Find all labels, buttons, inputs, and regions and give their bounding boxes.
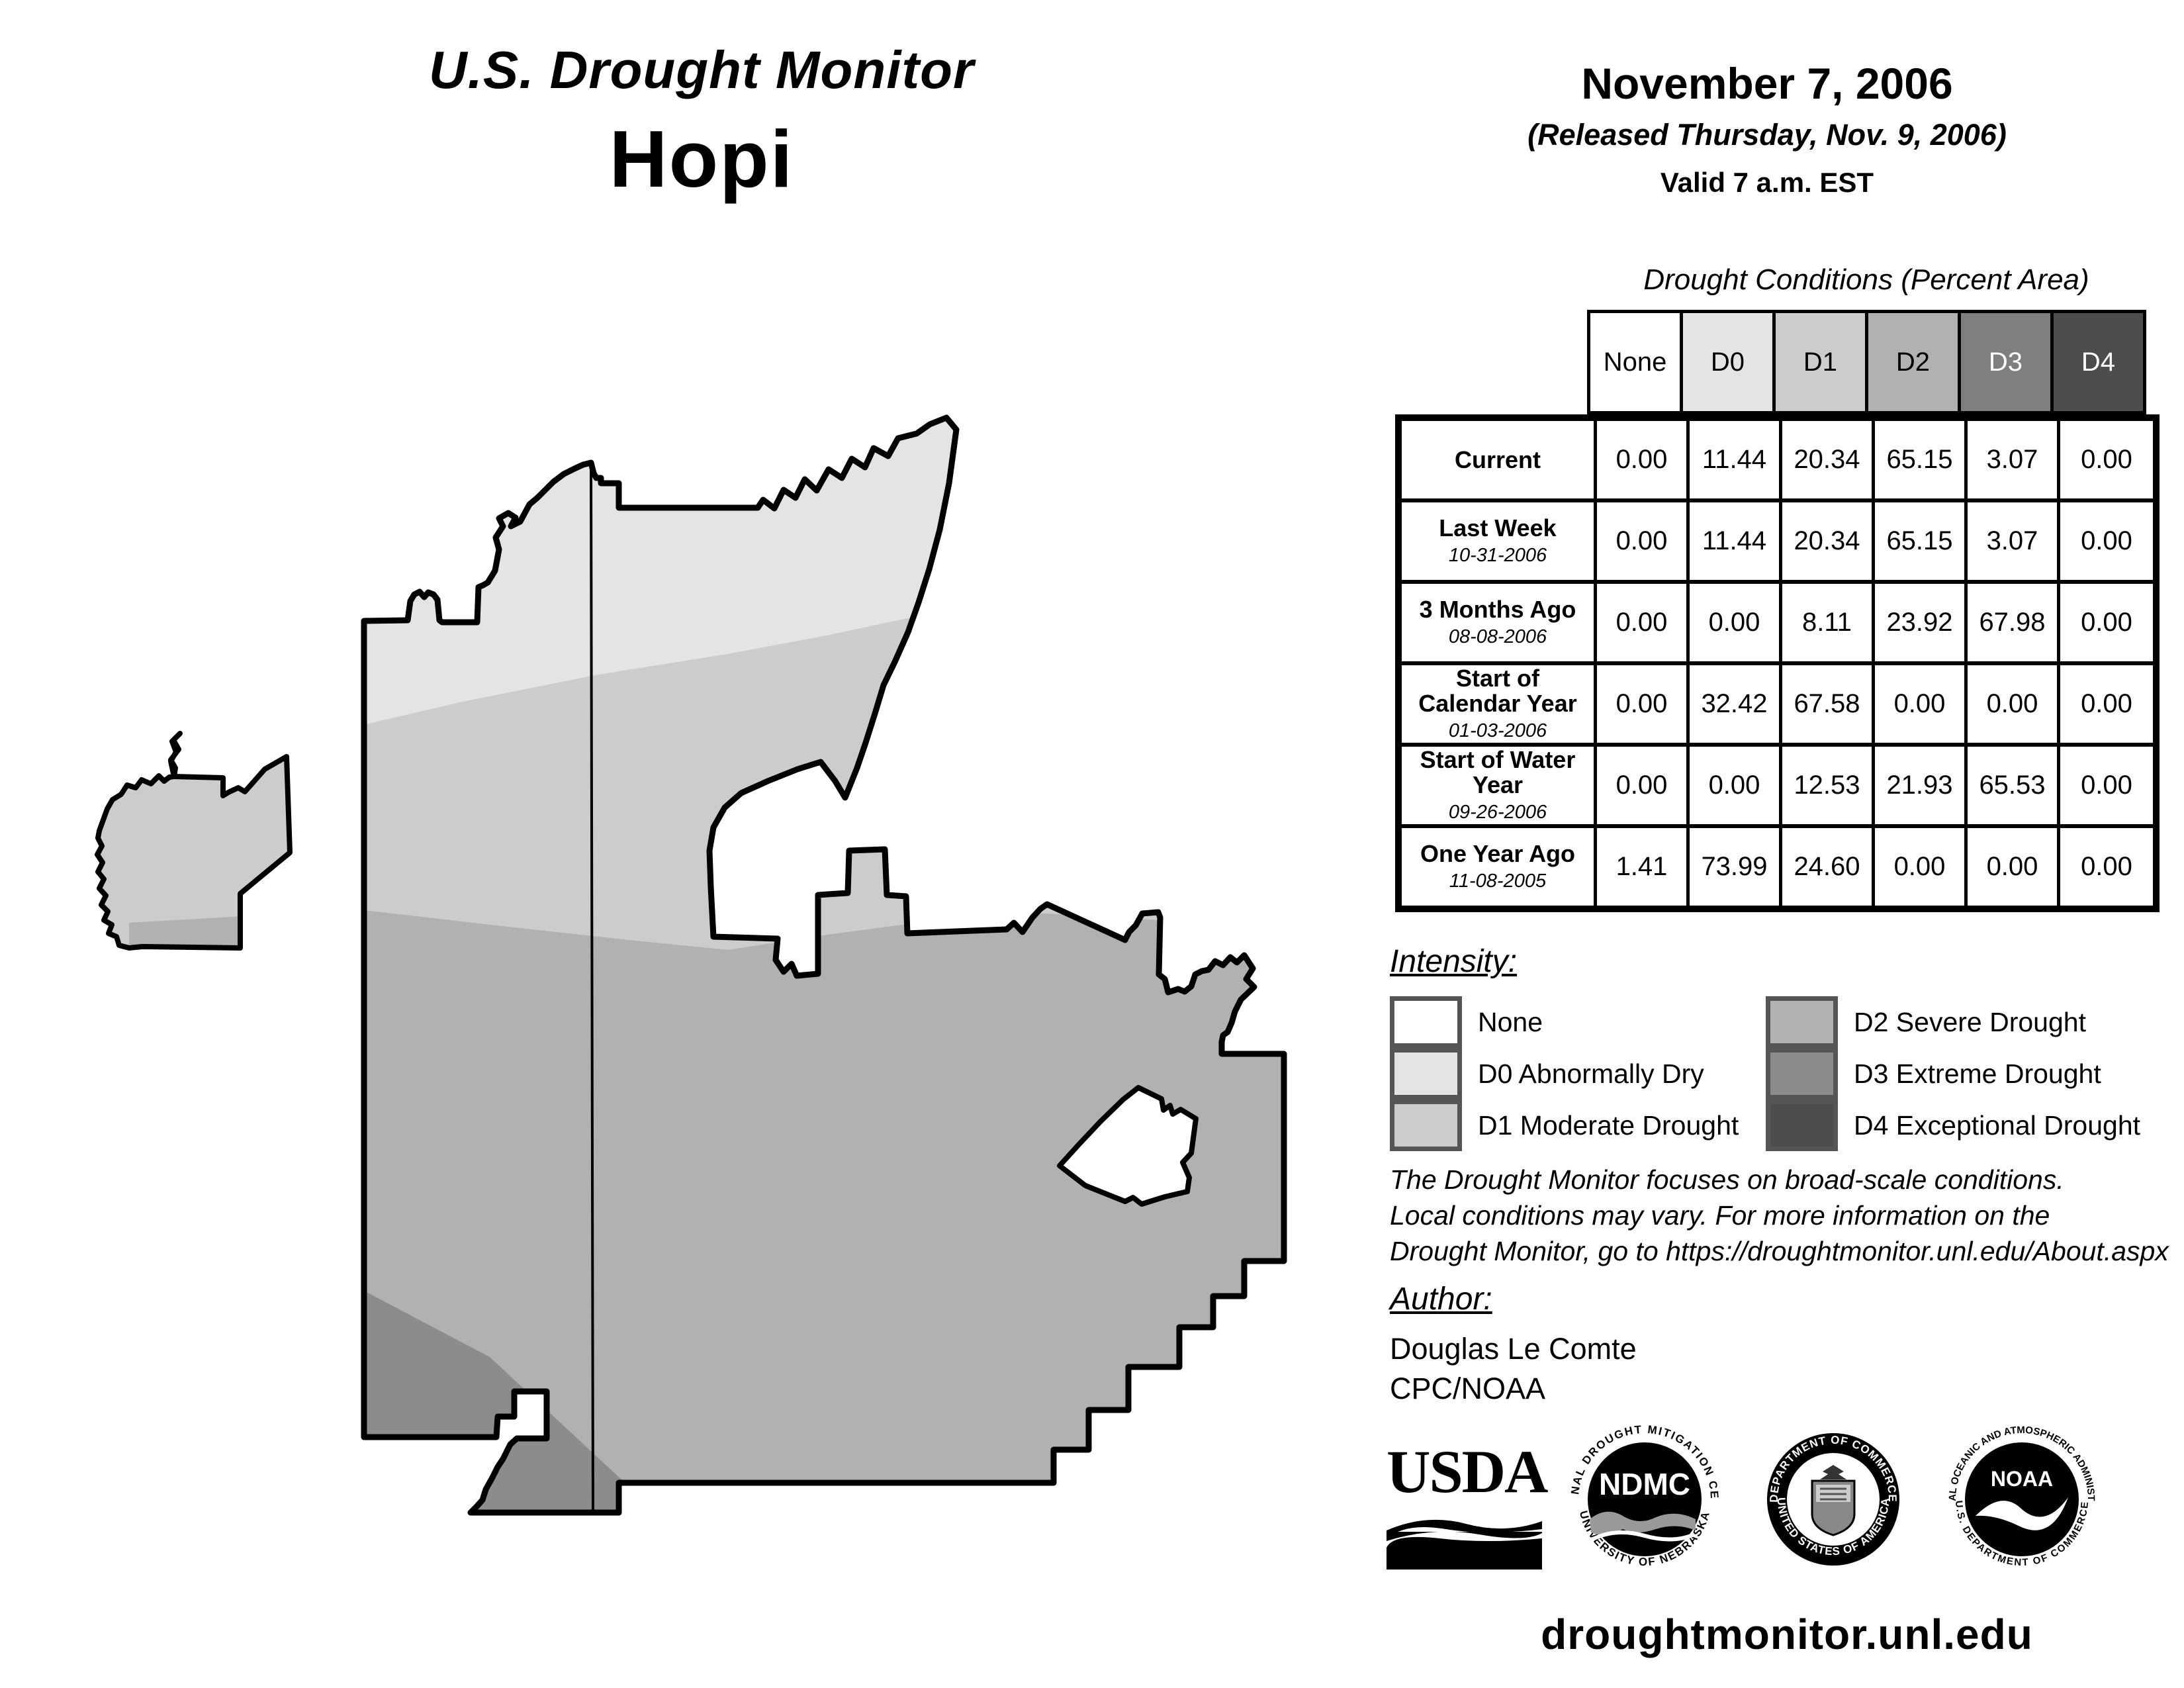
region-title: Hopi xyxy=(609,114,794,204)
legend-item-d0: D0 Abnormally Dry xyxy=(1390,1048,1766,1100)
table-value: 0.00 xyxy=(2060,584,2153,665)
map-date: November 7, 2006 xyxy=(1581,59,1953,108)
table-body: Current 0.00 11.44 20.34 65.15 3.07 0.00… xyxy=(1395,414,2160,912)
legend-swatch-d2 xyxy=(1766,996,1838,1048)
author-name: Douglas Le Comte xyxy=(1390,1332,1637,1366)
author-org: CPC/NOAA xyxy=(1390,1372,1546,1405)
row-label-one-year-ago: One Year Ago 11-08-2005 xyxy=(1402,828,1597,906)
table-value: 67.98 xyxy=(1968,584,2060,665)
row-label-start-calendar-year: Start of Calendar Year 01-03-2006 xyxy=(1402,665,1597,747)
table-value: 0.00 xyxy=(2060,828,2153,906)
legend-item-d3: D3 Extreme Drought xyxy=(1766,1048,2164,1100)
noaa-logo: NATIONAL OCEANIC AND ATMOSPHERIC ADMINIS… xyxy=(1946,1417,2097,1568)
noaa-wordmark: NOAA xyxy=(1991,1467,2053,1491)
table-value: 0.00 xyxy=(1968,828,2060,906)
table-value: 65.15 xyxy=(1875,502,1968,584)
table-value: 0.00 xyxy=(1597,584,1690,665)
legend-item-d1: D1 Moderate Drought xyxy=(1390,1100,1766,1151)
legend-swatch-d1 xyxy=(1390,1100,1462,1151)
legend-swatch-none xyxy=(1390,996,1462,1048)
release-date: (Released Thursday, Nov. 9, 2006) xyxy=(1527,118,2007,152)
table-value: 65.15 xyxy=(1875,421,1968,502)
usda-logo: USDA xyxy=(1387,1436,1548,1573)
table-title: Drought Conditions (Percent Area) xyxy=(1643,263,2089,296)
usda-swoosh xyxy=(1387,1519,1542,1570)
table-value: 8.11 xyxy=(1782,584,1875,665)
column-header-d0: D0 xyxy=(1680,310,1776,414)
table-value: 0.00 xyxy=(1875,665,1968,747)
row-label-start-water-year: Start of Water Year 09-26-2006 xyxy=(1402,747,1597,828)
table-value: 67.58 xyxy=(1782,665,1875,747)
table-value: 65.53 xyxy=(1968,747,2060,828)
intensity-legend: None D0 Abnormally Dry D1 Moderate Droug… xyxy=(1390,996,2164,1151)
column-header-d1: D1 xyxy=(1772,310,1868,414)
map-main-polygon xyxy=(361,414,1287,1516)
column-header-none: None xyxy=(1587,310,1683,414)
table-value: 0.00 xyxy=(1597,421,1690,502)
table-value: 23.92 xyxy=(1875,584,1968,665)
table-value: 0.00 xyxy=(1597,665,1690,747)
ndmc-logo: NATIONAL DROUGHT MITIGATION CENTER UNIVE… xyxy=(1569,1417,1719,1568)
table-value: 20.34 xyxy=(1782,421,1875,502)
map-exclave-polygon xyxy=(95,731,293,951)
map-enclave-hole xyxy=(1057,1085,1199,1207)
table-value: 0.00 xyxy=(1690,747,1782,828)
usda-wordmark: USDA xyxy=(1387,1438,1548,1505)
doc-logo: DEPARTMENT OF COMMERCE UNITED STATES OF … xyxy=(1767,1433,1899,1566)
drought-conditions-table: None D0 D1 D2 D3 D4 Current 0.00 11.44 2… xyxy=(1395,310,2160,912)
intensity-heading: Intensity: xyxy=(1390,944,1518,979)
legend-swatch-d4 xyxy=(1766,1100,1838,1151)
date-block: November 7, 2006 (Released Thursday, Nov… xyxy=(1383,58,2151,199)
disclaimer-text: The Drought Monitor focuses on broad-sca… xyxy=(1390,1164,2169,1267)
table-header-row: None D0 D1 D2 D3 D4 xyxy=(1395,310,2160,414)
table-value: 0.00 xyxy=(2060,421,2153,502)
table-value: 11.44 xyxy=(1690,502,1782,584)
page-title: U.S. Drought Monitor xyxy=(428,40,975,99)
table-value: 20.34 xyxy=(1782,502,1875,584)
table-value: 0.00 xyxy=(1597,502,1690,584)
table-value: 1.41 xyxy=(1597,828,1690,906)
table-value: 21.93 xyxy=(1875,747,1968,828)
county-boundary-line xyxy=(590,464,594,1512)
ndmc-wordmark: NDMC xyxy=(1599,1467,1690,1501)
valid-time: Valid 7 a.m. EST xyxy=(1660,167,1874,198)
table-value: 0.00 xyxy=(1690,584,1782,665)
footer-url: droughtmonitor.unl.edu xyxy=(1541,1611,2033,1658)
table-value: 0.00 xyxy=(2060,747,2153,828)
table-value: 32.42 xyxy=(1690,665,1782,747)
table-value: 0.00 xyxy=(1597,747,1690,828)
author-heading: Author: xyxy=(1390,1282,1492,1317)
table-value: 3.07 xyxy=(1968,502,2060,584)
column-header-d4: D4 xyxy=(2050,310,2146,414)
table-value: 73.99 xyxy=(1690,828,1782,906)
table-value: 24.60 xyxy=(1782,828,1875,906)
noaa-gull xyxy=(1976,1497,2068,1530)
legend-item-none: None xyxy=(1390,996,1766,1048)
table-value: 0.00 xyxy=(1875,828,1968,906)
legend-item-d4: D4 Exceptional Drought xyxy=(1766,1100,2164,1151)
legend-swatch-d3 xyxy=(1766,1048,1838,1100)
table-value: 0.00 xyxy=(1968,665,2060,747)
row-label-3-months-ago: 3 Months Ago 08-08-2006 xyxy=(1402,584,1597,665)
table-value: 0.00 xyxy=(2060,502,2153,584)
row-label-last-week: Last Week 10-31-2006 xyxy=(1402,502,1597,584)
table-corner-cell xyxy=(1395,310,1590,408)
doc-eagle xyxy=(1820,1465,1846,1479)
legend-item-d2: D2 Severe Drought xyxy=(1766,996,2164,1048)
table-value: 3.07 xyxy=(1968,421,2060,502)
column-header-d2: D2 xyxy=(1865,310,1961,414)
legend-swatch-d0 xyxy=(1390,1048,1462,1100)
column-header-d3: D3 xyxy=(1958,310,2054,414)
logo-row: USDA NATIONAL DROUGHT MITIGATION CENTER … xyxy=(1383,1417,2164,1589)
table-value: 11.44 xyxy=(1690,421,1782,502)
row-label-current: Current xyxy=(1402,421,1597,502)
table-value: 0.00 xyxy=(2060,665,2153,747)
table-value: 12.53 xyxy=(1782,747,1875,828)
